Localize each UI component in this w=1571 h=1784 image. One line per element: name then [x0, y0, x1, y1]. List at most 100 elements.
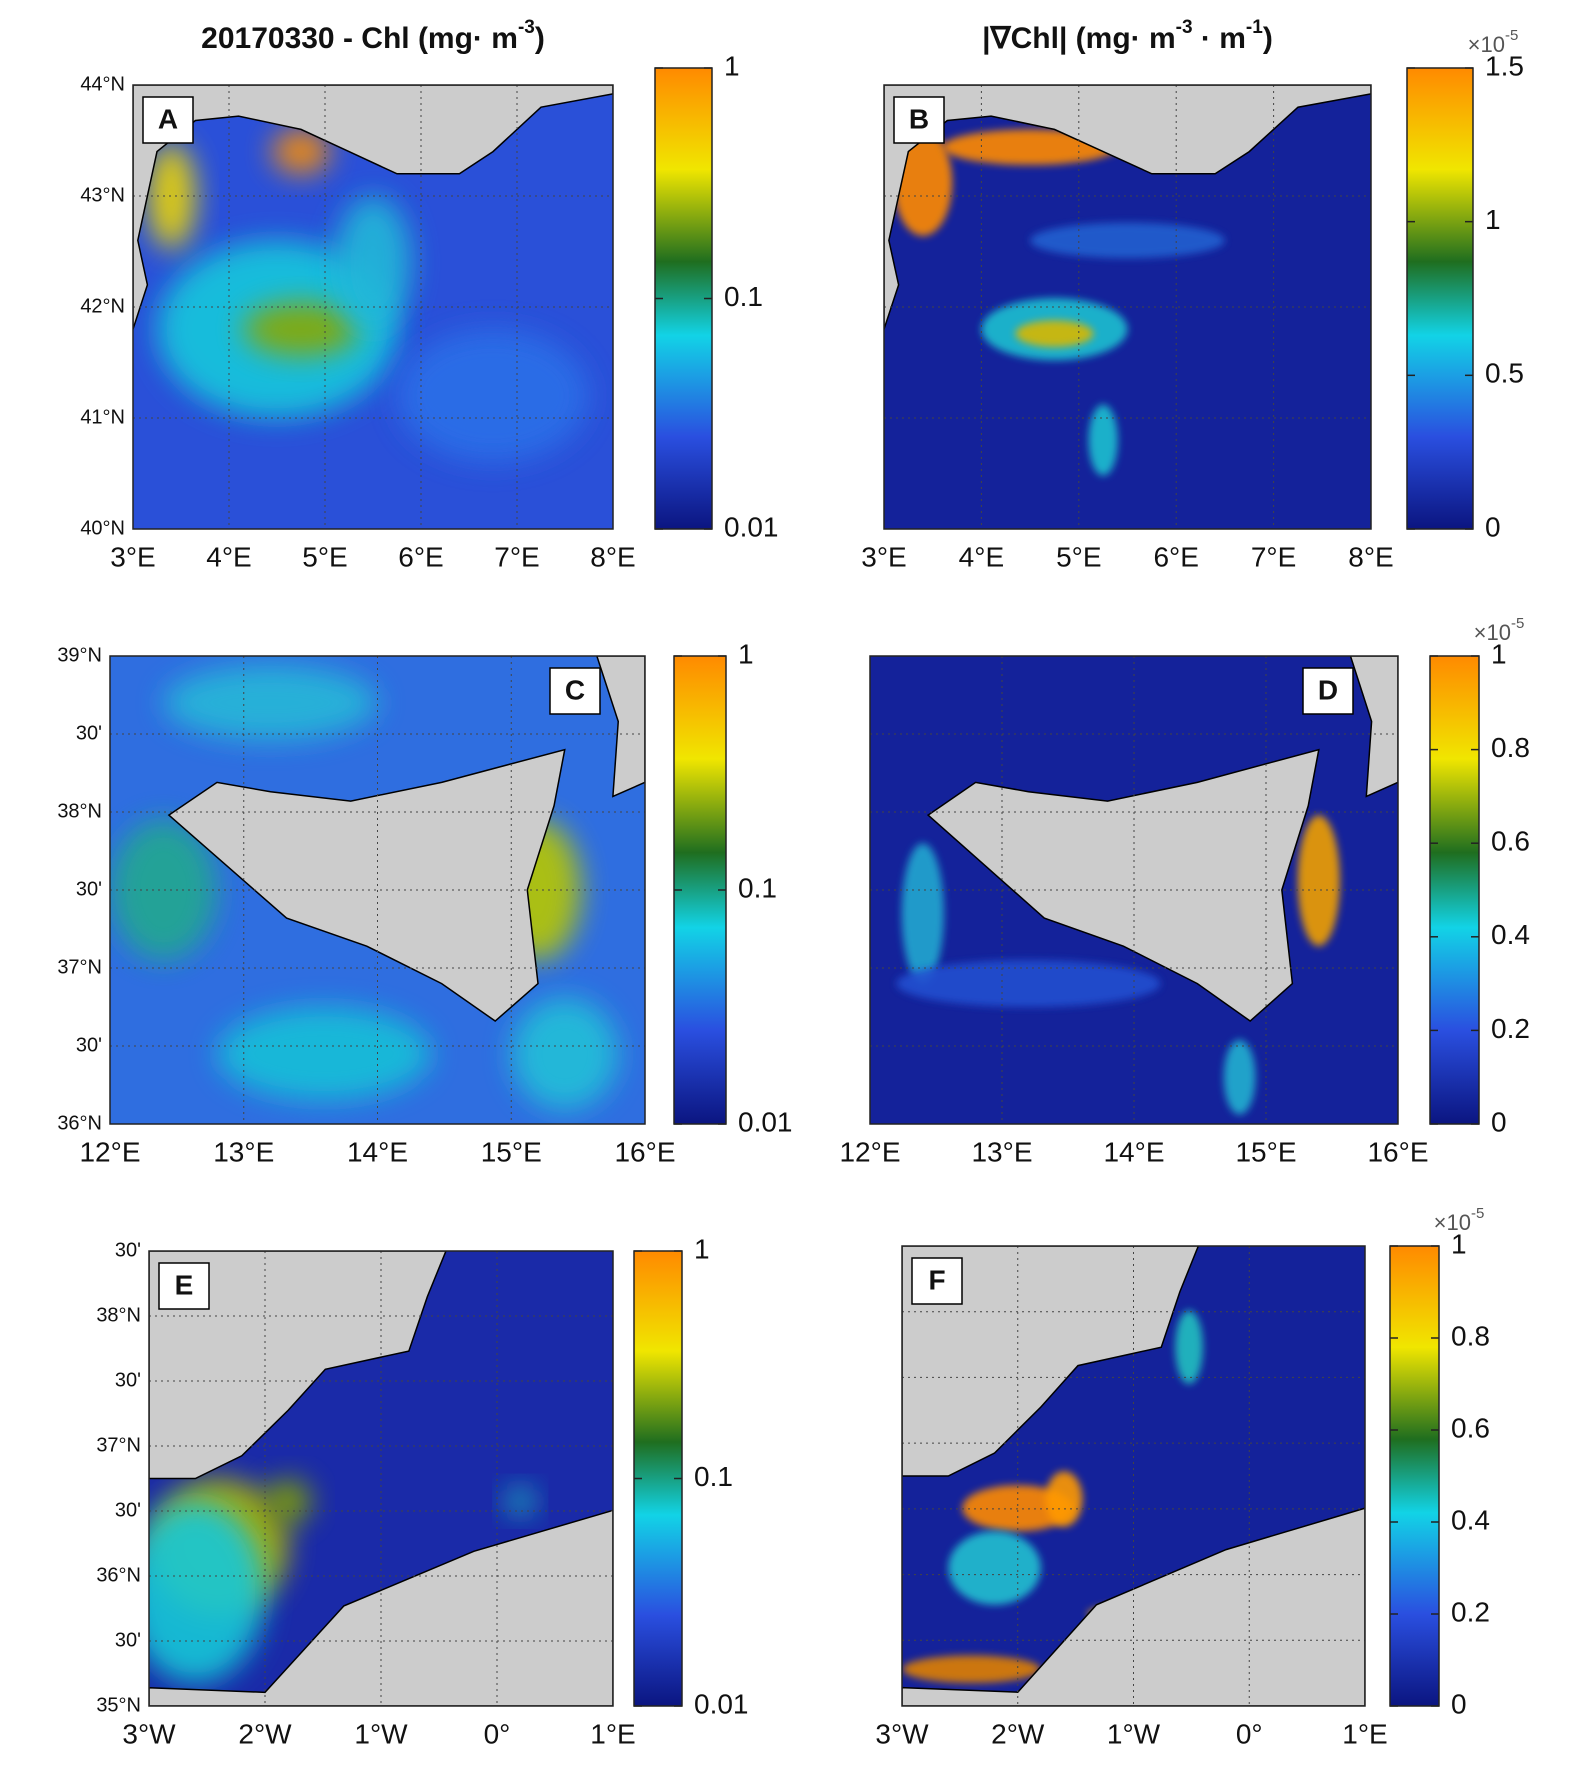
map-frame — [901, 1245, 1366, 1707]
x-tick-label: 13°E — [971, 1136, 1032, 1167]
colorbar-tick-label: 0.2 — [1491, 1013, 1530, 1044]
x-tick-label: 1°W — [354, 1718, 408, 1749]
y-tick-label: 42°N — [80, 295, 125, 317]
multiplier-exp: -5 — [1511, 615, 1524, 632]
chl-feature — [1223, 1039, 1256, 1115]
panel-label: C — [565, 674, 585, 705]
x-tick-label: 5°E — [302, 541, 347, 572]
land — [149, 1251, 447, 1480]
panel-label-box — [893, 96, 945, 144]
chl-feature — [902, 1655, 1041, 1683]
land — [596, 656, 645, 798]
y-tick-label: 30' — [115, 1369, 141, 1391]
multiplier-exp: -5 — [1505, 27, 1518, 44]
panel-label: A — [158, 103, 178, 134]
x-tick-label: 4°E — [959, 541, 1004, 572]
y-tick-label: 36°N — [57, 1112, 102, 1134]
x-tick-label: 1°E — [1342, 1718, 1387, 1749]
y-tick-label: 43°N — [80, 184, 125, 206]
chl-feature — [163, 665, 378, 741]
chl-feature — [1015, 320, 1094, 347]
colorbar-tick-label: 0.6 — [1491, 826, 1530, 857]
y-tick-label: 37°N — [57, 956, 102, 978]
chl-feature — [962, 1485, 1074, 1532]
x-tick-label: 15°E — [1235, 1136, 1296, 1167]
chl-feature — [217, 1007, 431, 1101]
x-tick-label: 14°E — [1103, 1136, 1164, 1167]
x-tick-label: 15°E — [481, 1136, 542, 1167]
x-tick-label: 16°E — [1367, 1136, 1428, 1167]
multiplier-base: ×10 — [1468, 32, 1505, 57]
colorbar-tick-label: 1.5 — [1485, 50, 1524, 81]
map — [149, 1251, 613, 1706]
y-tick-label: 30' — [115, 1239, 141, 1261]
chl-feature — [243, 302, 359, 356]
chl-feature — [265, 1478, 312, 1524]
colorbar-tick-label: 0.6 — [1451, 1412, 1490, 1443]
y-tick-label: 44°N — [80, 73, 125, 95]
title-part: 20170330 - Chl (mg· m — [201, 22, 518, 55]
x-tick-label: 3°E — [110, 541, 155, 572]
colorbar — [1406, 67, 1474, 530]
panel-label: F — [928, 1264, 945, 1295]
colorbar — [654, 67, 713, 530]
chl-feature — [893, 129, 953, 236]
panel-label-box — [158, 1262, 210, 1310]
colorbar-tick-label: 0.01 — [724, 511, 779, 542]
colorbar-tick-label: 0.8 — [1491, 732, 1530, 763]
map-frame — [883, 84, 1372, 530]
land — [1349, 656, 1398, 798]
land — [167, 748, 566, 1022]
x-tick-label: 0° — [484, 1718, 511, 1749]
colorbar-tick-label: 0.8 — [1451, 1320, 1490, 1351]
x-tick-label: 16°E — [614, 1136, 675, 1167]
map-frame — [148, 1250, 614, 1707]
x-tick-label: 12°E — [79, 1136, 140, 1167]
title-part: -1 — [1246, 17, 1263, 38]
panel-label: B — [909, 103, 929, 134]
colorbar-multiplier: ×10-5 — [1434, 1205, 1485, 1235]
title-part: -3 — [518, 17, 535, 38]
x-tick-label: 3°W — [875, 1718, 929, 1749]
colorbar — [673, 655, 727, 1125]
colorbar-tick-label: 0.1 — [694, 1461, 733, 1492]
x-tick-label: 2°W — [238, 1718, 292, 1749]
x-tick-label: 5°E — [1056, 541, 1101, 572]
y-tick-label: 39°N — [57, 644, 102, 666]
chl-feature — [1088, 404, 1118, 476]
y-tick-label: 30' — [115, 1499, 141, 1521]
colorbar-tick-label: 0.01 — [694, 1688, 749, 1719]
colorbar-tick-label: 0.5 — [1485, 358, 1524, 389]
x-tick-label: 2°W — [991, 1718, 1045, 1749]
panel-label-box — [1302, 667, 1354, 715]
panel-label-box — [911, 1257, 963, 1305]
x-tick-label: 12°E — [839, 1136, 900, 1167]
colorbar-multiplier: ×10-5 — [1474, 615, 1525, 645]
colorbar-tick-label: 0.4 — [1491, 919, 1530, 950]
panel-label-box — [549, 667, 601, 715]
y-tick-label: 40°N — [80, 517, 125, 539]
land — [926, 748, 1320, 1022]
x-tick-label: 14°E — [347, 1136, 408, 1167]
chl-feature — [511, 997, 619, 1110]
x-tick-label: 8°E — [1348, 541, 1393, 572]
colorbar-tick-label: 0.4 — [1451, 1504, 1490, 1535]
colorbar-tick-label: 0 — [1451, 1688, 1467, 1719]
y-tick-label: 38°N — [96, 1304, 141, 1326]
chl-feature — [506, 1487, 535, 1515]
map — [133, 85, 613, 529]
y-tick-label: 36°N — [96, 1564, 141, 1586]
y-tick-label: 30' — [115, 1629, 141, 1651]
chl-feature — [110, 819, 217, 961]
y-tick-label: 41°N — [80, 406, 125, 428]
colorbar-tick-label: 1 — [724, 50, 740, 81]
multiplier-exp: -5 — [1471, 1205, 1484, 1222]
y-tick-label: 30' — [76, 1034, 102, 1056]
colorbar-tick-label: 0 — [1491, 1106, 1507, 1137]
colorbar-tick-label: 1 — [694, 1233, 710, 1264]
map-frame — [132, 84, 614, 530]
map — [884, 85, 1371, 529]
y-tick-label: 30' — [76, 878, 102, 900]
x-tick-label: 3°W — [122, 1718, 176, 1749]
